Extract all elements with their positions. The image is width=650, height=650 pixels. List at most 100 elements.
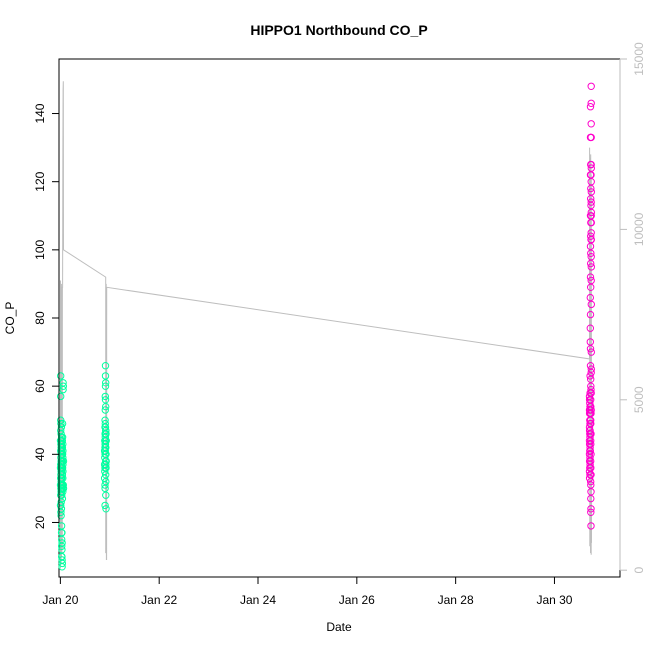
data-point-series-1 [59, 382, 67, 390]
data-point-series-2 [586, 103, 595, 111]
data-point-series-2 [586, 324, 594, 332]
x-tick-label: Jan 24 [240, 593, 276, 607]
data-point-series-2 [587, 505, 595, 513]
data-point-series-1 [59, 484, 68, 493]
data-point-series-1 [102, 505, 110, 513]
data-point-series-1 [101, 406, 110, 414]
x-tick-label: Jan 30 [536, 593, 572, 607]
data-point-series-2 [587, 406, 595, 414]
data-point-series-1 [59, 460, 67, 469]
data-point-series-2 [587, 488, 595, 496]
data-point-series-1 [57, 392, 65, 401]
data-point-series-1 [101, 440, 110, 448]
data-point-series-2 [586, 310, 595, 319]
data-point-series-2 [587, 178, 595, 186]
data-point-series-1 [102, 437, 110, 445]
data-point-series-1 [101, 382, 110, 390]
data-point-series-2 [587, 188, 595, 196]
data-point-series-2 [587, 348, 595, 356]
data-point-series-2 [587, 522, 595, 530]
data-point-series-2 [587, 450, 595, 458]
data-point-series-2 [587, 218, 595, 227]
x-tick-label: Jan 28 [438, 593, 474, 607]
data-point-series-2 [587, 440, 595, 448]
data-point-series-2 [587, 82, 595, 91]
points-layer [56, 82, 595, 571]
data-point-series-2 [586, 273, 595, 281]
data-point-series-2 [587, 409, 595, 418]
data-point-series-1 [101, 501, 109, 510]
y2-tick-label: 0 [632, 567, 646, 574]
data-point-series-1 [102, 402, 110, 411]
data-point-series-1 [101, 467, 109, 476]
y-tick-label: 60 [33, 379, 47, 393]
data-point-series-2 [587, 276, 595, 285]
data-point-series-1 [102, 426, 110, 435]
x-tick-label: Jan 22 [141, 593, 177, 607]
data-point-series-1 [58, 556, 66, 564]
y-tick-label: 80 [33, 311, 47, 325]
y2-tick-label: 10000 [632, 212, 646, 246]
data-point-series-2 [587, 471, 595, 479]
data-point-series-1 [102, 457, 110, 465]
data-point-series-2 [586, 372, 594, 380]
y-tick-label: 120 [33, 171, 47, 191]
data-point-series-2 [587, 164, 595, 172]
data-point-series-1 [102, 491, 110, 499]
data-point-series-2 [587, 99, 595, 108]
data-point-series-1 [58, 542, 66, 550]
data-point-series-1 [58, 529, 66, 537]
data-point-series-2 [587, 508, 595, 516]
data-point-series-2 [587, 389, 595, 397]
data-point-series-1 [102, 460, 110, 469]
chart-title: HIPPO1 Northbound CO_P [250, 22, 427, 38]
data-point-series-1 [59, 467, 67, 476]
data-point-series-2 [587, 232, 595, 240]
axes-layer: Jan 20 Jan 22 Jan 24 Jan 26 Jan 28 Jan 30 20 40… [33, 42, 646, 607]
data-point-series-2 [586, 293, 594, 302]
data-point-series-1 [59, 481, 67, 489]
data-point-series-1 [57, 426, 65, 435]
data-point-series-1 [102, 477, 110, 486]
data-point-series-1 [57, 505, 66, 513]
data-point-series-1 [101, 362, 110, 370]
y-tick-label: 40 [33, 447, 47, 461]
data-point-series-1 [57, 508, 65, 516]
data-point-series-2 [587, 208, 595, 217]
data-point-series-1 [102, 379, 110, 387]
data-point-series-1 [101, 419, 110, 428]
data-point-series-1 [59, 457, 68, 465]
secondary-line-layer [59, 81, 592, 569]
data-point-series-2 [586, 345, 595, 353]
y-axis-label: CO_P [3, 302, 17, 335]
data-point-series-2 [586, 426, 594, 435]
data-point-series-1 [57, 372, 65, 380]
secondary-line [59, 81, 592, 569]
data-point-series-2 [587, 160, 595, 169]
data-point-series-1 [59, 385, 67, 394]
data-point-series-1 [58, 539, 66, 547]
data-point-series-2 [587, 430, 595, 438]
data-point-series-2 [587, 300, 595, 309]
data-point-series-1 [101, 416, 109, 424]
data-point-series-2 [587, 249, 595, 258]
data-point-series-2 [587, 120, 595, 128]
y-tick-label: 140 [33, 103, 47, 123]
data-point-series-2 [586, 460, 594, 469]
data-point-series-2 [587, 201, 595, 210]
data-point-series-2 [587, 253, 595, 261]
data-point-series-2 [587, 385, 595, 394]
data-point-series-2 [587, 133, 595, 142]
data-point-series-2 [587, 235, 595, 244]
y-tick-label: 20 [33, 515, 47, 529]
data-point-series-1 [59, 447, 67, 455]
data-point-series-2 [587, 263, 595, 271]
data-point-series-1 [101, 372, 110, 380]
data-point-series-2 [587, 464, 595, 472]
data-point-series-2 [587, 365, 595, 373]
data-point-series-2 [587, 368, 595, 377]
y2-tick-label: 5000 [632, 386, 646, 413]
data-point-series-1 [57, 512, 65, 520]
data-point-series-1 [57, 501, 65, 510]
